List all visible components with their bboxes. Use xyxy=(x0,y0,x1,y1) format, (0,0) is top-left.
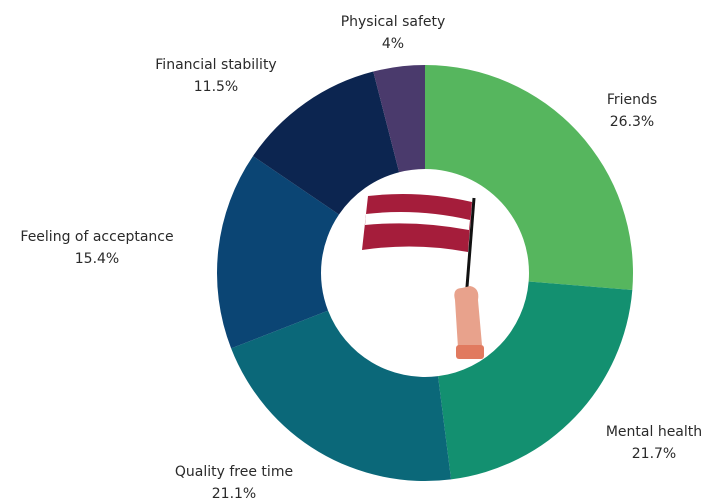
slice-label: Friends xyxy=(607,92,657,108)
value-label: 26.3% xyxy=(610,114,654,130)
slice-label: Mental health xyxy=(606,424,702,440)
flag-illustration xyxy=(362,194,484,359)
slice-label: Quality free time xyxy=(175,464,293,480)
slice xyxy=(425,65,633,290)
value-label: 4% xyxy=(382,36,404,52)
chart: Friends 26.3% Mental health 21.7% Quality fr… xyxy=(0,0,711,500)
slice-label: Physical safety xyxy=(341,14,446,30)
slice-label: Financial stability xyxy=(155,57,276,73)
value-label: 15.4% xyxy=(75,251,119,267)
value-label: 21.1% xyxy=(212,486,256,500)
value-label: 21.7% xyxy=(632,446,676,462)
slice xyxy=(231,311,451,481)
value-label: 11.5% xyxy=(194,79,238,95)
slice-label: Feeling of acceptance xyxy=(20,229,173,245)
